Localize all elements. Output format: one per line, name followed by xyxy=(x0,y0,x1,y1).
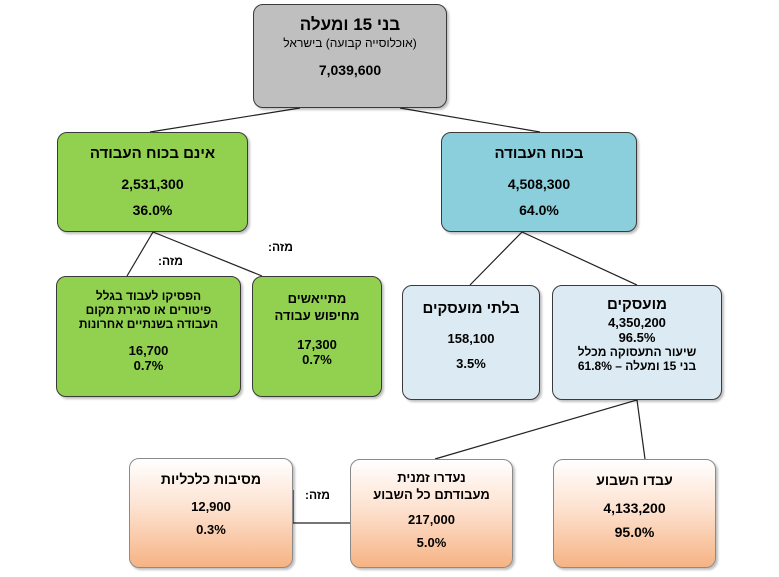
node-temporarily-absent: נעדרו זמנית מעבודתם כל השבוע 217,000 5.0… xyxy=(350,459,513,568)
node-unemployed: בלתי מועסקים 158,100 3.5% xyxy=(402,285,540,400)
note-of-which-discouraged: מזה: xyxy=(268,240,293,254)
node-population-title: בני 15 ומעלה xyxy=(299,15,401,34)
node-not-in-labor-force-title: אינם בכוח העבודה xyxy=(89,145,216,162)
node-discouraged-pct: 0.7% xyxy=(302,352,332,367)
node-not-in-labor-force: אינם בכוח העבודה 2,531,300 36.0% xyxy=(57,132,248,232)
node-employed: מועסקים 4,350,200 96.5% שיעור התעסוקה מכ… xyxy=(552,285,722,400)
node-unemployed-value: 158,100 xyxy=(447,331,495,346)
node-stopped-working-value: 16,700 xyxy=(128,343,169,358)
node-temporarily-absent-line2: מעבודתם כל השבוע xyxy=(373,487,490,502)
node-discouraged: מתייאשים מחיפוש עבודה 17,300 0.7% xyxy=(252,276,382,397)
node-economic-reasons: מסיבות כלכליות 12,900 0.3% xyxy=(129,458,293,568)
node-worked-this-week: עבדו השבוע 4,133,200 95.0% xyxy=(553,459,716,568)
node-worked-this-week-value: 4,133,200 xyxy=(603,500,666,516)
link-absent-economic xyxy=(292,490,350,524)
node-employed-rate-line1: שיעור התעסוקה מכלל xyxy=(577,345,697,359)
node-employed-title: מועסקים xyxy=(607,296,667,313)
node-discouraged-value: 17,300 xyxy=(297,337,337,352)
node-population-value: 7,039,600 xyxy=(318,62,382,78)
link-not-labor-stopped xyxy=(126,231,154,277)
node-stopped-working-line3: העבודה בשנתיים אחרונות xyxy=(78,317,219,331)
link-labor-employed xyxy=(521,231,638,286)
node-unemployed-pct: 3.5% xyxy=(456,356,486,371)
node-stopped-working-line2: פיטורים או סגירת מקום xyxy=(85,303,212,317)
node-temporarily-absent-line1: נעדרו זמנית xyxy=(397,470,466,485)
node-labor-force-title: בכוח העבודה xyxy=(494,145,584,162)
node-economic-reasons-pct: 0.3% xyxy=(196,522,226,537)
node-employed-pct: 96.5% xyxy=(618,330,656,345)
link-employed-worked xyxy=(636,399,646,460)
node-stopped-working-pct: 0.7% xyxy=(133,358,164,373)
node-discouraged-line1: מתייאשים xyxy=(287,291,347,306)
link-employed-absent xyxy=(434,399,638,460)
node-labor-force: בכוח העבודה 4,508,300 64.0% xyxy=(441,132,637,232)
link-root-labor xyxy=(399,107,541,133)
node-not-in-labor-force-value: 2,531,300 xyxy=(121,176,184,192)
note-of-which-economic: מזה: xyxy=(305,488,330,502)
link-root-not-labor xyxy=(149,107,301,133)
node-discouraged-line2: מחיפוש עבודה xyxy=(274,308,360,323)
node-worked-this-week-title: עבדו השבוע xyxy=(596,472,673,488)
node-employed-rate-line2: בני 15 ומעלה – 61.8% xyxy=(577,359,697,373)
node-economic-reasons-title: מסיבות כלכליות xyxy=(160,471,262,487)
node-temporarily-absent-pct: 5.0% xyxy=(416,535,447,550)
link-not-labor-discouraged xyxy=(152,231,263,277)
node-stopped-working-line1: הפסיקו לעבוד בגלל xyxy=(95,289,202,303)
node-not-in-labor-force-pct: 36.0% xyxy=(132,202,173,218)
node-labor-force-pct: 64.0% xyxy=(519,202,559,218)
node-population: בני 15 ומעלה (אוכלוסייה קבועה) בישראל 7,… xyxy=(253,4,447,108)
node-temporarily-absent-value: 217,000 xyxy=(408,512,455,527)
node-employed-value: 4,350,200 xyxy=(608,315,666,330)
node-economic-reasons-value: 12,900 xyxy=(191,499,231,514)
node-stopped-working: הפסיקו לעבוד בגלל פיטורים או סגירת מקום … xyxy=(56,276,241,397)
note-of-which-stopped: מזה: xyxy=(158,254,183,268)
node-population-subtitle: (אוכלוסייה קבועה) בישראל xyxy=(283,36,417,50)
node-unemployed-title: בלתי מועסקים xyxy=(422,300,520,317)
link-labor-unemployed xyxy=(469,231,523,286)
node-worked-this-week-pct: 95.0% xyxy=(614,524,655,540)
node-labor-force-value: 4,508,300 xyxy=(507,176,571,192)
